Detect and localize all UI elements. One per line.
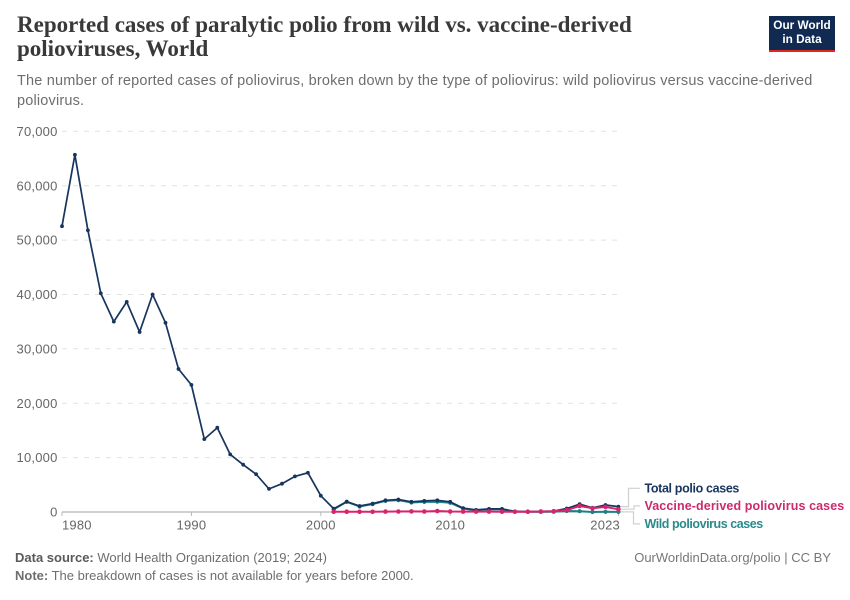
svg-text:10,000: 10,000 [17,450,58,465]
svg-text:70,000: 70,000 [17,124,58,139]
svg-text:Total polio cases: Total polio cases [645,481,740,495]
svg-text:20,000: 20,000 [17,396,58,411]
svg-text:30,000: 30,000 [17,341,58,356]
svg-text:Vaccine-derived poliovirus cas: Vaccine-derived poliovirus cases [645,499,845,513]
svg-text:1980: 1980 [62,518,92,533]
svg-text:60,000: 60,000 [17,178,58,193]
svg-text:Wild poliovirus cases: Wild poliovirus cases [645,517,764,531]
svg-text:0: 0 [50,505,57,520]
svg-text:40,000: 40,000 [17,287,58,302]
svg-text:50,000: 50,000 [17,233,58,248]
svg-text:1990: 1990 [177,518,207,533]
svg-text:2000: 2000 [306,518,336,533]
svg-text:2023: 2023 [590,518,620,533]
svg-text:2010: 2010 [435,518,465,533]
